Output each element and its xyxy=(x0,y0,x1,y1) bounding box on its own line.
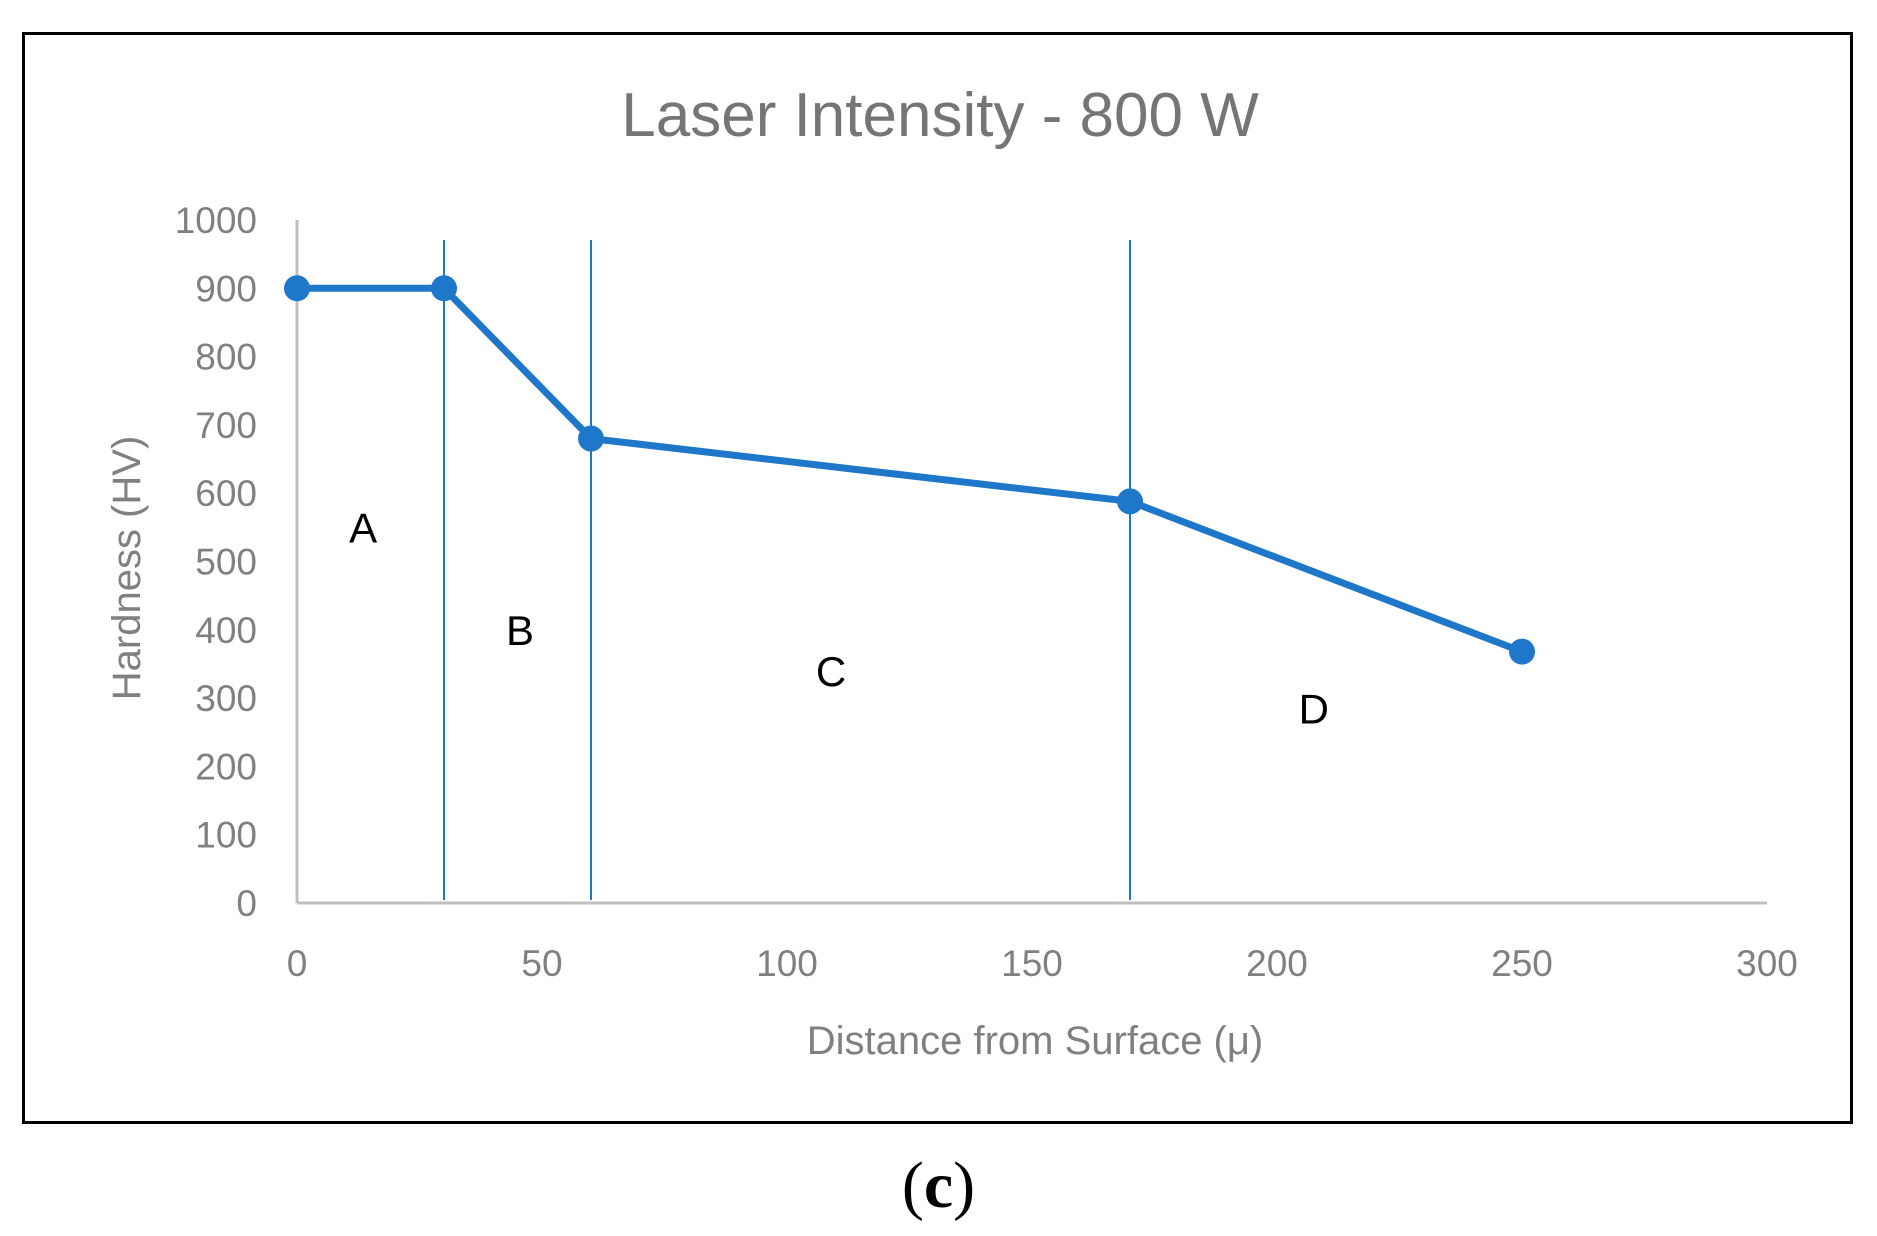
y-tick-label: 100 xyxy=(195,815,257,856)
data-point xyxy=(431,275,457,302)
zone-label: C xyxy=(816,648,846,695)
x-tick-label: 50 xyxy=(521,943,562,984)
chart-title: Laser Intensity - 800 W xyxy=(621,81,1259,150)
caption-close-paren: ) xyxy=(953,1149,976,1222)
y-axis-label: Hardness (HV) xyxy=(105,436,149,701)
data-series xyxy=(284,275,1535,665)
zone-label: D xyxy=(1299,685,1329,732)
x-tick-label: 250 xyxy=(1491,943,1553,984)
data-point xyxy=(1117,488,1143,515)
caption-open-paren: ( xyxy=(901,1149,924,1222)
x-tick-label: 100 xyxy=(756,943,818,984)
x-tick-label: 200 xyxy=(1246,943,1308,984)
chart-frame xyxy=(22,32,1853,1124)
caption-letter: c xyxy=(923,1149,954,1222)
y-tick-label: 0 xyxy=(236,883,257,924)
y-tick-label: 200 xyxy=(195,746,257,787)
tick-labels: 0 100 200 300 400 500 600 700 800 900 1000 0 50 100 15… xyxy=(175,200,1798,984)
y-tick-label: 700 xyxy=(195,405,257,446)
y-tick-label: 500 xyxy=(195,542,257,583)
axes xyxy=(295,220,1767,905)
x-tick-label: 300 xyxy=(1736,943,1798,984)
y-tick-label: 400 xyxy=(195,610,257,651)
x-tick-label: 150 xyxy=(1001,943,1063,984)
data-point xyxy=(1509,638,1535,665)
y-tick-label: 800 xyxy=(195,337,257,378)
zone-dividers xyxy=(443,240,1131,900)
panel-caption: (c) xyxy=(0,1148,1877,1224)
x-tick-label: 0 xyxy=(287,943,308,984)
data-point xyxy=(578,425,604,452)
zone-label: A xyxy=(349,504,377,551)
zone-labels: A B C D xyxy=(349,504,1329,732)
y-tick-label: 900 xyxy=(195,268,257,309)
series-line xyxy=(297,284,1524,655)
data-point xyxy=(284,275,310,302)
y-tick-label: 300 xyxy=(195,678,257,719)
zone-label: B xyxy=(506,607,534,654)
x-axis-label: Distance from Surface (μ) xyxy=(807,1019,1264,1063)
y-tick-label: 1000 xyxy=(175,200,257,241)
y-tick-label: 600 xyxy=(195,473,257,514)
